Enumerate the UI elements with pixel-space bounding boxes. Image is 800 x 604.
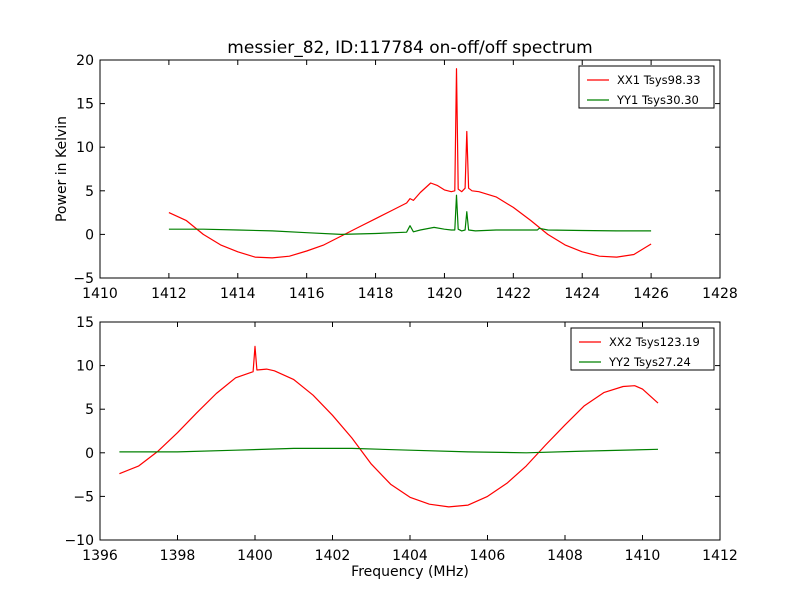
series-line-1-2: [168, 194, 652, 235]
chart-title: messier_82, ID:117784 on-off/off spectru…: [227, 38, 592, 58]
y-tick-label: 10: [76, 359, 94, 375]
legend-box: [578, 65, 715, 109]
x-tick-label: 1418: [358, 286, 394, 302]
x-tick-label: 1424: [564, 286, 600, 302]
plot-panel-1: 1410 1412 1414 1416 1418 1420 1422 1424 1426 1428…: [73, 53, 737, 302]
y-tick-label: 5: [85, 402, 94, 418]
legend-2: XX2 Tsys123.19 YY2 Tsys27.24: [570, 327, 715, 371]
x-tick-label: 1398: [160, 548, 196, 564]
series-line-2-2: [119, 447, 659, 454]
x-tick-label: 1414: [220, 286, 256, 302]
plot-panel-2: 1396 1398 1400 1402 1404 1406 1408 1410 1412 −10 −…: [64, 315, 737, 564]
x-tick-label: 1412: [151, 286, 187, 302]
y-tick-label: 0: [85, 446, 94, 462]
legend-entry: YY2 Tsys27.24: [608, 355, 691, 369]
x-tick-label: 1412: [702, 548, 738, 564]
y-tick-label: 10: [76, 140, 94, 156]
x-tick-label: 1410: [625, 548, 661, 564]
series-line-2-1: [119, 345, 659, 508]
y-tick-label: −5: [73, 489, 94, 505]
x-tick-label: 1400: [237, 548, 273, 564]
legend-entry: XX2 Tsys123.19: [609, 335, 700, 349]
x-axis-label: Frequency (MHz): [351, 564, 469, 580]
x-tick-label: 1416: [289, 286, 325, 302]
x-tick-label: 1428: [702, 286, 738, 302]
legend-1: XX1 Tsys98.33 YY1 Tsys30.30: [578, 65, 715, 109]
y-tick-label: 5: [85, 184, 94, 200]
plots-layer: 1410 1412 1414 1416 1418 1420 1422 1424 1426 1428…: [64, 53, 737, 564]
y-tick-label: −10: [64, 533, 94, 549]
y-tick-label: 15: [76, 315, 94, 331]
x-tick-label: 1422: [496, 286, 532, 302]
x-tick-label: 1426: [633, 286, 669, 302]
x-tick-label: 1396: [82, 548, 118, 564]
x-tick-label: 1408: [547, 548, 583, 564]
x-tick-label: 1404: [392, 548, 428, 564]
legend-entry: YY1 Tsys30.30: [616, 93, 699, 107]
y-tick-label: 15: [76, 97, 94, 113]
x-tick-label: 1402: [315, 548, 351, 564]
y-tick-label: 0: [85, 227, 94, 243]
y-tick-label: 20: [76, 53, 94, 69]
y-tick-label: −5: [73, 271, 94, 287]
legend-box: [570, 327, 715, 371]
y-axis-label: Power in Kelvin: [54, 116, 70, 222]
legend-entry: XX1 Tsys98.33: [617, 73, 701, 87]
x-tick-label: 1420: [427, 286, 463, 302]
axes-frame-1: [99, 59, 721, 279]
x-tick-label: 1406: [470, 548, 506, 564]
series-line-1-1: [168, 68, 652, 259]
x-tick-label: 1410: [82, 286, 118, 302]
